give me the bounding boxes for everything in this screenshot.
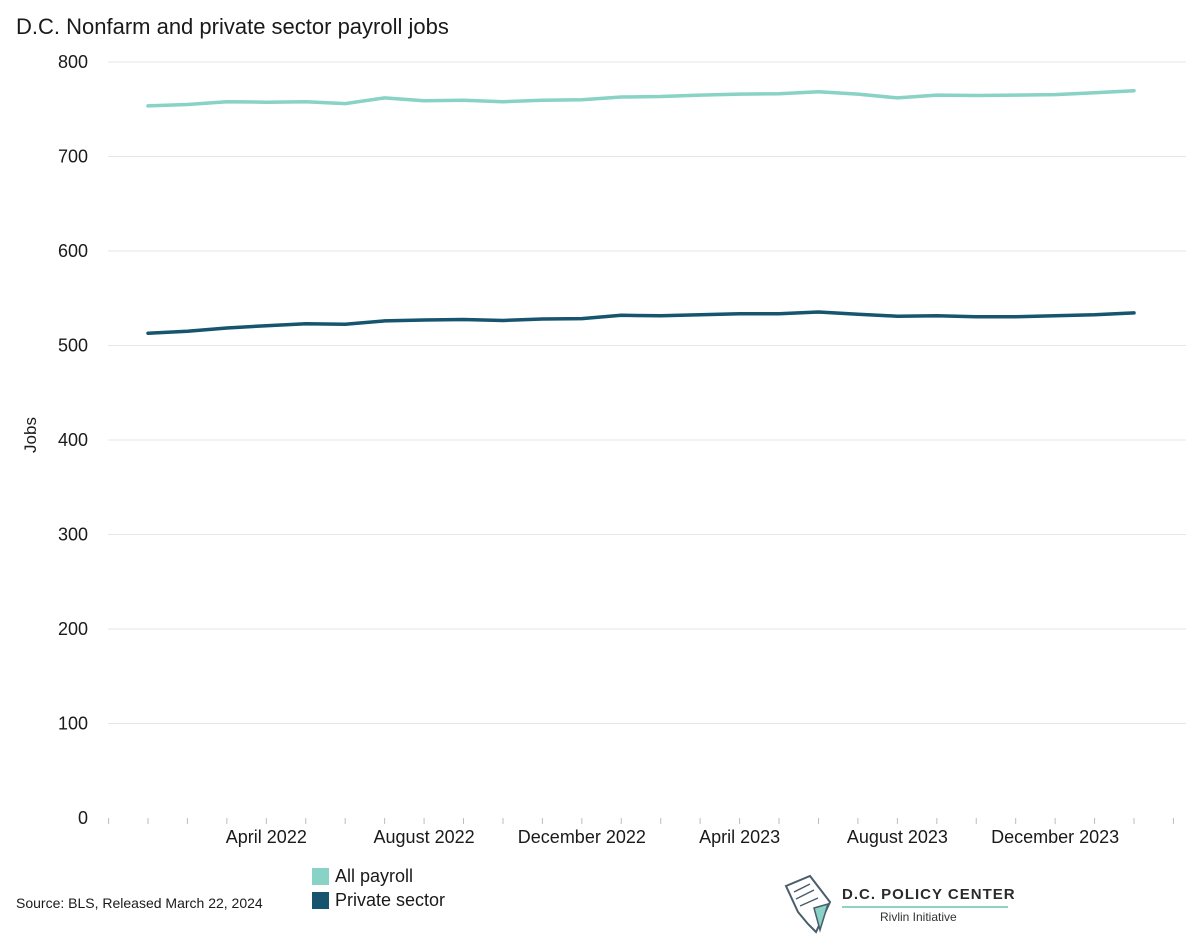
line-chart: 0 100 200 300 400 500 600 700 800 April 2022 Augu… xyxy=(21,52,1186,847)
x-tick-label-august-2023: August 2023 xyxy=(847,827,948,847)
series-line-all-payroll xyxy=(146,89,1136,108)
legend: All payroll Private sector xyxy=(312,864,445,912)
chart-title: D.C. Nonfarm and private sector payroll … xyxy=(16,14,449,39)
logo-name: D.C. POLICY CENTER xyxy=(842,886,1016,903)
x-tick-label-april-2022: April 2022 xyxy=(226,827,307,847)
source-note: Source: BLS, Released March 22, 2024 xyxy=(16,895,263,911)
legend-label-all-payroll: All payroll xyxy=(335,865,414,886)
y-axis-title: Jobs xyxy=(21,417,40,453)
y-tick-label-800: 800 xyxy=(58,52,88,72)
y-tick-label-0: 0 xyxy=(78,808,88,828)
x-tick-label-december-2022: December 2022 xyxy=(518,827,646,847)
x-tick-label-august-2022: August 2022 xyxy=(374,827,475,847)
logo-divider xyxy=(842,906,1008,908)
logo-subtitle: Rivlin Initiative xyxy=(880,910,957,924)
legend-item-private-sector: Private sector xyxy=(312,888,445,912)
y-tick-label-100: 100 xyxy=(58,714,88,734)
series-lines xyxy=(146,89,1136,335)
series-line-private-sector xyxy=(146,310,1136,335)
legend-label-private-sector: Private sector xyxy=(335,889,446,910)
dc-map-document-icon xyxy=(784,874,832,934)
legend-swatch-all-payroll xyxy=(312,867,329,885)
dc-policy-center-logo: D.C. POLICY CENTER Rivlin Initiative xyxy=(780,872,1020,938)
legend-item-all-payroll: All payroll xyxy=(312,864,445,888)
y-tick-label-600: 600 xyxy=(58,241,88,261)
y-axis-ticks: 0 100 200 300 400 500 600 700 800 xyxy=(58,52,88,828)
y-tick-label-400: 400 xyxy=(58,430,88,450)
y-tick-label-500: 500 xyxy=(58,336,88,356)
y-tick-label-200: 200 xyxy=(58,619,88,639)
y-tick-label-700: 700 xyxy=(58,147,88,167)
y-tick-label-300: 300 xyxy=(58,525,88,545)
gridlines xyxy=(108,61,1186,819)
x-axis-ticks: April 2022 August 2022 December 2022 April … xyxy=(108,818,1174,847)
legend-swatch-private-sector xyxy=(312,891,329,909)
x-tick-label-april-2023: April 2023 xyxy=(699,827,780,847)
x-tick-label-december-2023: December 2023 xyxy=(991,827,1119,847)
